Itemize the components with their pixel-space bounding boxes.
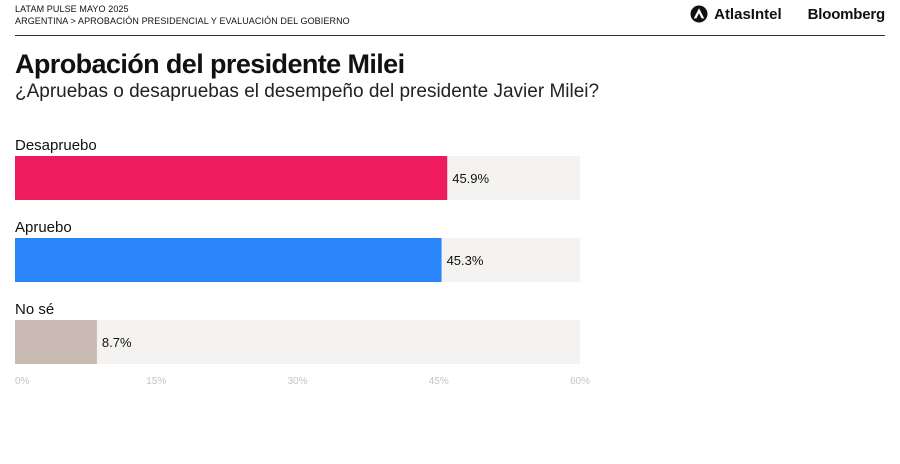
bloomberg-logo: Bloomberg: [807, 5, 886, 23]
survey-name: LATAM PULSE MAYO 2025: [15, 4, 129, 14]
bar: [15, 156, 448, 200]
breadcrumb: ARGENTINA > APROBACIÓN PRESIDENCIAL Y EV…: [15, 16, 350, 26]
value-label: 45.3%: [447, 253, 484, 268]
chart-subtitle: ¿Apruebas o desapruebas el desempeño del…: [15, 81, 600, 102]
x-tick-label: 30%: [287, 376, 307, 387]
bar: [15, 320, 97, 364]
bar: [15, 238, 442, 282]
atlasintel-text: AtlasIntel: [714, 5, 782, 23]
header-divider: [15, 35, 885, 36]
x-tick-label: 60%: [570, 376, 590, 387]
bar-chart: Desapruebo 45.9% Apruebo 45.3% No sé 8.7% 0% 15…: [15, 137, 590, 387]
category-label: No sé: [15, 301, 54, 318]
atlasintel-logo: AtlasIntel: [690, 5, 782, 23]
x-tick-label: 0%: [15, 376, 30, 387]
category-label: Desapruebo: [15, 137, 97, 154]
bar-track: [15, 320, 580, 364]
logos: AtlasIntel Bloomberg: [690, 5, 885, 23]
value-label: 45.9%: [452, 171, 489, 186]
x-tick-label: 45%: [429, 376, 449, 387]
x-tick-label: 15%: [146, 376, 166, 387]
chart-title: Aprobación del presidente Milei: [15, 49, 405, 79]
header: LATAM PULSE MAYO 2025 ARGENTINA > APROBA…: [15, 4, 885, 34]
category-label: Apruebo: [15, 219, 72, 236]
atlasintel-icon: [690, 5, 708, 23]
value-label: 8.7%: [102, 335, 132, 350]
